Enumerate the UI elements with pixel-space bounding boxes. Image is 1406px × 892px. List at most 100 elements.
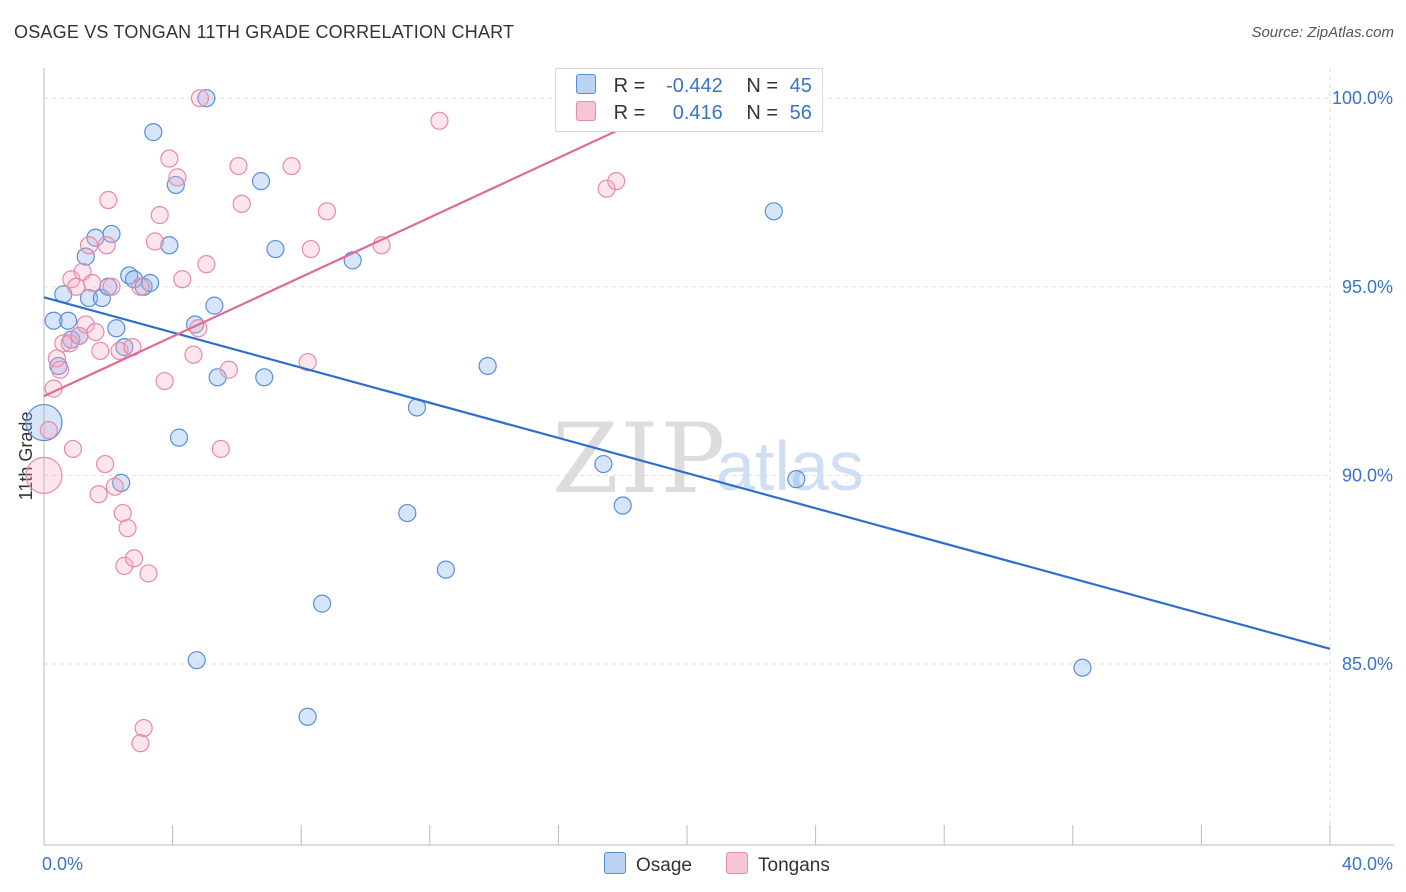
osage-point-42 <box>787 470 806 489</box>
tongans-point-22 <box>105 477 124 496</box>
y-tick-label-1: 95.0% <box>1342 277 1393 297</box>
osage-point-33 <box>312 594 332 613</box>
tongans-point-1 <box>39 420 58 440</box>
osage-n-value: 45 <box>789 75 812 97</box>
tongans-point-36 <box>168 168 187 187</box>
osage-point-13 <box>107 319 126 338</box>
tongans-point-3 <box>47 349 66 368</box>
tongans-point-49 <box>317 202 337 221</box>
osage-point-26 <box>197 89 216 108</box>
y-tick-label-2: 90.0% <box>1342 465 1393 485</box>
tongans-point-29 <box>131 277 150 296</box>
osage-point-4 <box>59 311 78 330</box>
osage-point-22 <box>166 175 185 195</box>
tongans-point-43 <box>219 360 238 379</box>
osage-point-21 <box>160 236 179 255</box>
bottom-legend-osage: Osage <box>604 852 692 877</box>
x-tick-label-1: 40.0% <box>1342 854 1393 874</box>
tongans-point-52 <box>597 179 616 198</box>
tongans-point-21 <box>102 277 121 296</box>
tongans-point-42 <box>211 439 230 459</box>
osage-point-1 <box>44 311 63 330</box>
osage-point-30 <box>255 368 274 387</box>
stats-legend: R = -0.442 N = 45 R = 0.416 N = 56 <box>555 68 823 132</box>
osage-point-19 <box>140 273 160 293</box>
osage-point-20 <box>144 123 163 142</box>
tongans-r-value: 0.416 <box>672 102 723 124</box>
x-tick-label-0: 0.0% <box>42 854 83 874</box>
osage-point-31 <box>266 239 285 259</box>
tongans-point-18 <box>95 454 115 474</box>
tongans-swatch <box>576 101 596 121</box>
tongans-point-30 <box>134 718 153 738</box>
tongans-point-0 <box>25 456 63 494</box>
tongans-point-47 <box>298 353 317 372</box>
bottom-tongans-swatch <box>726 852 748 874</box>
tongans-point-45 <box>232 194 251 213</box>
bottom-legend-tongans: Tongans <box>726 852 830 877</box>
osage-point-29 <box>251 172 271 191</box>
tongans-point-31 <box>139 564 158 583</box>
tongans-point-19 <box>97 236 116 255</box>
tongans-r-label: R = <box>613 102 646 124</box>
tongans-point-38 <box>184 345 203 364</box>
osage-point-37 <box>436 560 455 579</box>
tongans-point-40 <box>190 89 210 108</box>
osage-point-41 <box>764 202 783 221</box>
tongans-point-12 <box>76 315 95 334</box>
chart-title: OSAGE VS TONGAN 11TH GRADE CORRELATION C… <box>14 22 515 42</box>
tongans-point-6 <box>60 334 79 353</box>
tongans-point-25 <box>115 556 134 575</box>
watermark-atlas: atlas <box>716 427 864 505</box>
watermark-zip: ZIP <box>552 403 727 515</box>
y-axis-label: 11th Grade <box>16 412 36 501</box>
legend-row-tongans: R = 0.416 N = 56 <box>576 101 812 127</box>
tongans-point-51 <box>430 111 449 130</box>
osage-point-34 <box>343 251 362 270</box>
tongans-point-13 <box>79 236 99 255</box>
y-tick-label-0: 100.0% <box>1332 88 1393 108</box>
osage-point-32 <box>298 707 317 726</box>
tongans-point-14 <box>83 273 102 293</box>
tongans-point-20 <box>99 190 118 210</box>
tongans-point-8 <box>63 439 83 459</box>
osage-point-12 <box>102 224 121 244</box>
tongans-point-34 <box>155 371 174 391</box>
tongans-point-37 <box>173 270 192 289</box>
bottom-osage-label: Osage <box>636 855 692 876</box>
tongans-point-53 <box>607 172 626 191</box>
osage-trendline <box>43 296 1331 650</box>
osage-point-39 <box>594 454 613 474</box>
osage-point-8 <box>79 288 99 308</box>
osage-r-value: -0.442 <box>666 75 723 97</box>
osage-point-43 <box>1073 658 1092 677</box>
tongans-n-label: N = <box>746 102 779 124</box>
bottom-osage-swatch <box>604 852 626 874</box>
tongans-point-48 <box>301 239 320 259</box>
tongans-point-24 <box>113 503 132 523</box>
osage-point-38 <box>478 356 497 376</box>
tongans-point-4 <box>50 360 70 379</box>
osage-point-7 <box>76 247 95 266</box>
tongans-point-46 <box>282 156 301 176</box>
tongans-point-35 <box>160 149 179 168</box>
osage-r-label: R = <box>613 75 646 97</box>
tongans-trendline <box>43 104 672 398</box>
tongans-point-44 <box>229 156 248 176</box>
osage-point-25 <box>187 651 206 670</box>
osage-n-label: N = <box>746 75 779 97</box>
legend-row-osage: R = -0.442 N = 45 <box>576 74 812 100</box>
tongans-point-33 <box>150 206 169 225</box>
osage-point-27 <box>205 296 224 315</box>
tongans-point-32 <box>145 232 165 251</box>
osage-swatch <box>576 74 596 94</box>
bottom-tongans-label: Tongans <box>758 855 830 876</box>
tongans-point-5 <box>54 334 73 353</box>
tongans-point-28 <box>124 549 144 568</box>
tongans-point-17 <box>91 341 110 360</box>
tongans-point-41 <box>197 255 216 274</box>
tongans-point-15 <box>86 322 105 342</box>
tongans-point-26 <box>118 519 137 538</box>
osage-point-35 <box>398 503 417 523</box>
